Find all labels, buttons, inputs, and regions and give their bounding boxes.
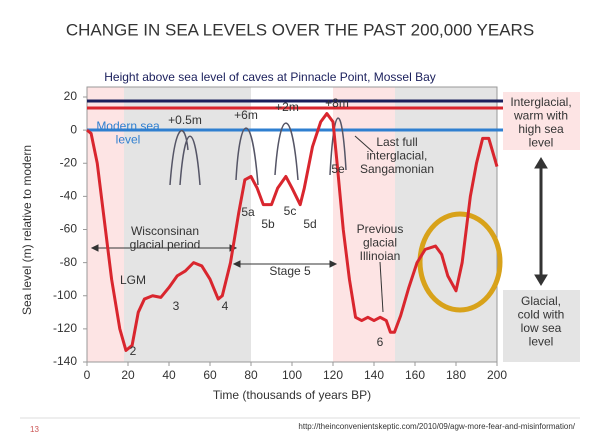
annotation: 5b: [261, 217, 275, 231]
x-tick-label: 80: [244, 368, 258, 382]
y-tick-label: -100: [53, 288, 77, 302]
band: [395, 87, 497, 362]
annotation: cold with: [518, 308, 565, 322]
annotation: 3: [173, 299, 180, 313]
subtitle: Height above sea level of caves at Pinna…: [104, 70, 436, 84]
y-tick-label: -60: [60, 222, 78, 236]
annotation: Stage 5: [269, 264, 311, 278]
annotation: 5c: [284, 204, 297, 218]
page-number: 13: [30, 425, 39, 434]
annotation: warm with: [513, 109, 568, 123]
y-axis-label: Sea level (m) relative to modern: [20, 145, 34, 315]
legend-box: [503, 92, 580, 150]
x-axis-label: Time (thousands of years BP): [213, 388, 371, 402]
x-tick-label: 20: [121, 368, 135, 382]
sea-level-line: [86, 112, 499, 352]
y-tick-label: -120: [53, 321, 77, 335]
annotation: 5e: [331, 162, 345, 176]
annotation: 6: [377, 335, 384, 349]
y-tick-label: 0: [70, 122, 77, 136]
annotation: Previous: [357, 222, 404, 236]
annotation: LGM: [120, 273, 146, 287]
annotation: 4: [222, 299, 229, 313]
x-tick-label: 40: [162, 368, 176, 382]
x-tick-label: 160: [405, 368, 425, 382]
annotation: level: [529, 335, 554, 349]
annotation: high sea: [518, 122, 564, 136]
legend-box: [503, 290, 580, 362]
annotation: Interglacial,: [510, 95, 571, 109]
annotation: 2: [130, 344, 137, 358]
annotation: glacial period: [130, 238, 201, 252]
annotation: level: [529, 136, 554, 150]
band: [124, 87, 251, 362]
annotation: Last full: [376, 135, 417, 149]
highlight-circle: [417, 211, 503, 313]
y-tick-label: -140: [53, 354, 77, 368]
annotation: 5a: [241, 205, 255, 219]
annotation: Glacial,: [521, 294, 561, 308]
source: http://theinconvenientskeptic.com/2010/0…: [298, 422, 575, 431]
annotation: Illinoian: [360, 249, 401, 263]
annotation: Wisconsinan: [131, 224, 199, 238]
cave-icons: [169, 117, 347, 186]
annotation: level: [116, 133, 141, 147]
x-tick-label: 60: [203, 368, 217, 382]
annotation: +8m: [325, 96, 349, 110]
x-tick-label: 100: [282, 368, 302, 382]
annotation: Modern sea: [96, 119, 160, 133]
annotation: glacial: [363, 236, 397, 250]
x-tick-label: 140: [364, 368, 384, 382]
annotation: Sangamonian: [360, 162, 434, 176]
y-tick-label: -80: [60, 255, 78, 269]
annotation: interglacial,: [367, 149, 428, 163]
x-tick-label: 180: [446, 368, 466, 382]
x-tick-label: 200: [487, 368, 507, 382]
y-tick-label: 20: [64, 89, 78, 103]
y-tick-label: -20: [60, 155, 78, 169]
annotation: low sea: [521, 321, 562, 335]
chart-title: CHANGE IN SEA LEVELS OVER THE PAST 200,0…: [66, 20, 534, 39]
annotation: +0.5m: [168, 113, 202, 127]
annotation: +2m: [275, 100, 299, 114]
y-tick-label: -40: [60, 189, 78, 203]
x-tick-label: 120: [323, 368, 343, 382]
annotation: 5d: [303, 217, 316, 231]
annotation: +6m: [234, 108, 258, 122]
x-tick-label: 0: [84, 368, 91, 382]
